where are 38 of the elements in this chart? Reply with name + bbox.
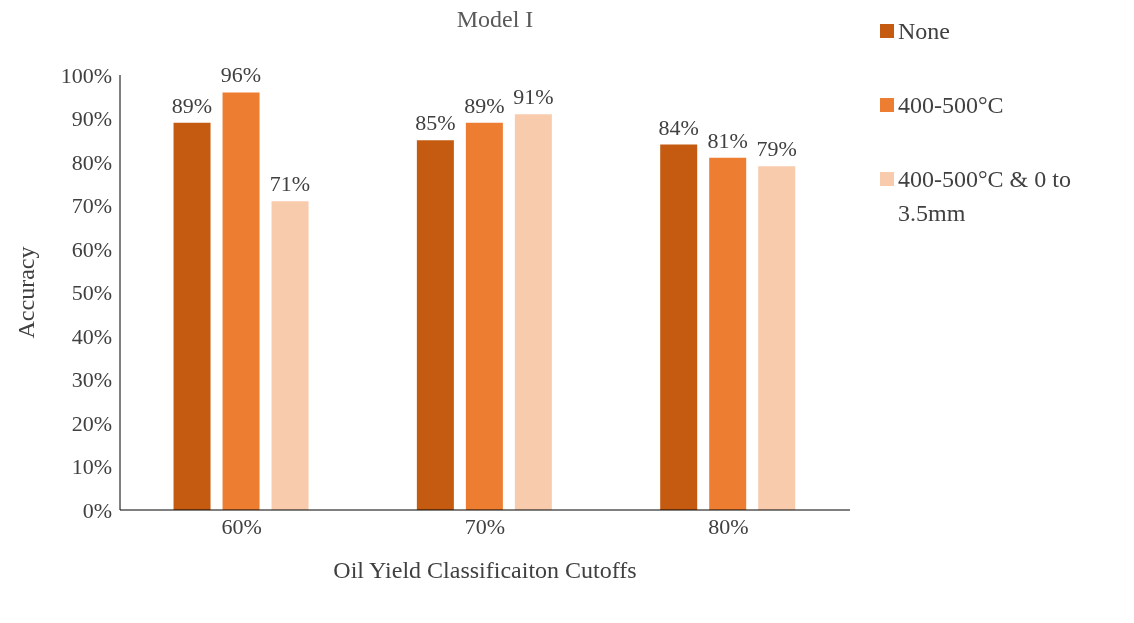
data-label: 91% [513,84,554,110]
bar [271,201,309,510]
y-axis-title: Accuracy [12,246,39,339]
y-tick-label: 40% [71,323,112,349]
y-tick-label: 20% [71,410,112,436]
bar [758,166,796,510]
data-label: 79% [756,136,797,162]
y-tick-label: 0% [82,497,112,523]
legend-label: None [898,17,950,46]
y-tick-label: 30% [71,367,112,393]
y-tick-label: 80% [71,149,112,175]
y-tick-label: 60% [71,236,112,262]
data-label: 71% [269,171,311,197]
y-tick-label: 50% [71,280,112,306]
bar [416,140,454,510]
x-tick-label: 80% [708,513,749,539]
x-axis-title: Oil Yield Classificaiton Cutoffs [333,557,637,583]
y-tick-label: 90% [71,106,112,132]
bar [465,122,503,510]
data-label: 89% [171,92,213,118]
x-tick-label: 70% [464,513,506,539]
legend-label: 400-500°C & 0 to 3.5mm [898,165,1072,228]
bar [709,157,747,510]
bar [222,92,260,510]
data-label: 84% [658,114,699,140]
y-tick-label: 70% [71,193,112,219]
chart-title: Model I [455,6,535,33]
legend-label: 400-500°C [898,91,1004,120]
data-label: 96% [220,62,262,88]
x-tick-label: 60% [221,513,262,539]
data-label: 89% [464,92,505,118]
bar [514,114,552,510]
data-label: 85% [415,110,456,136]
y-tick-label: 100% [60,62,112,88]
bar [173,122,211,510]
data-label: 81% [707,127,748,153]
y-tick-label: 10% [71,454,112,480]
bar [660,144,698,510]
